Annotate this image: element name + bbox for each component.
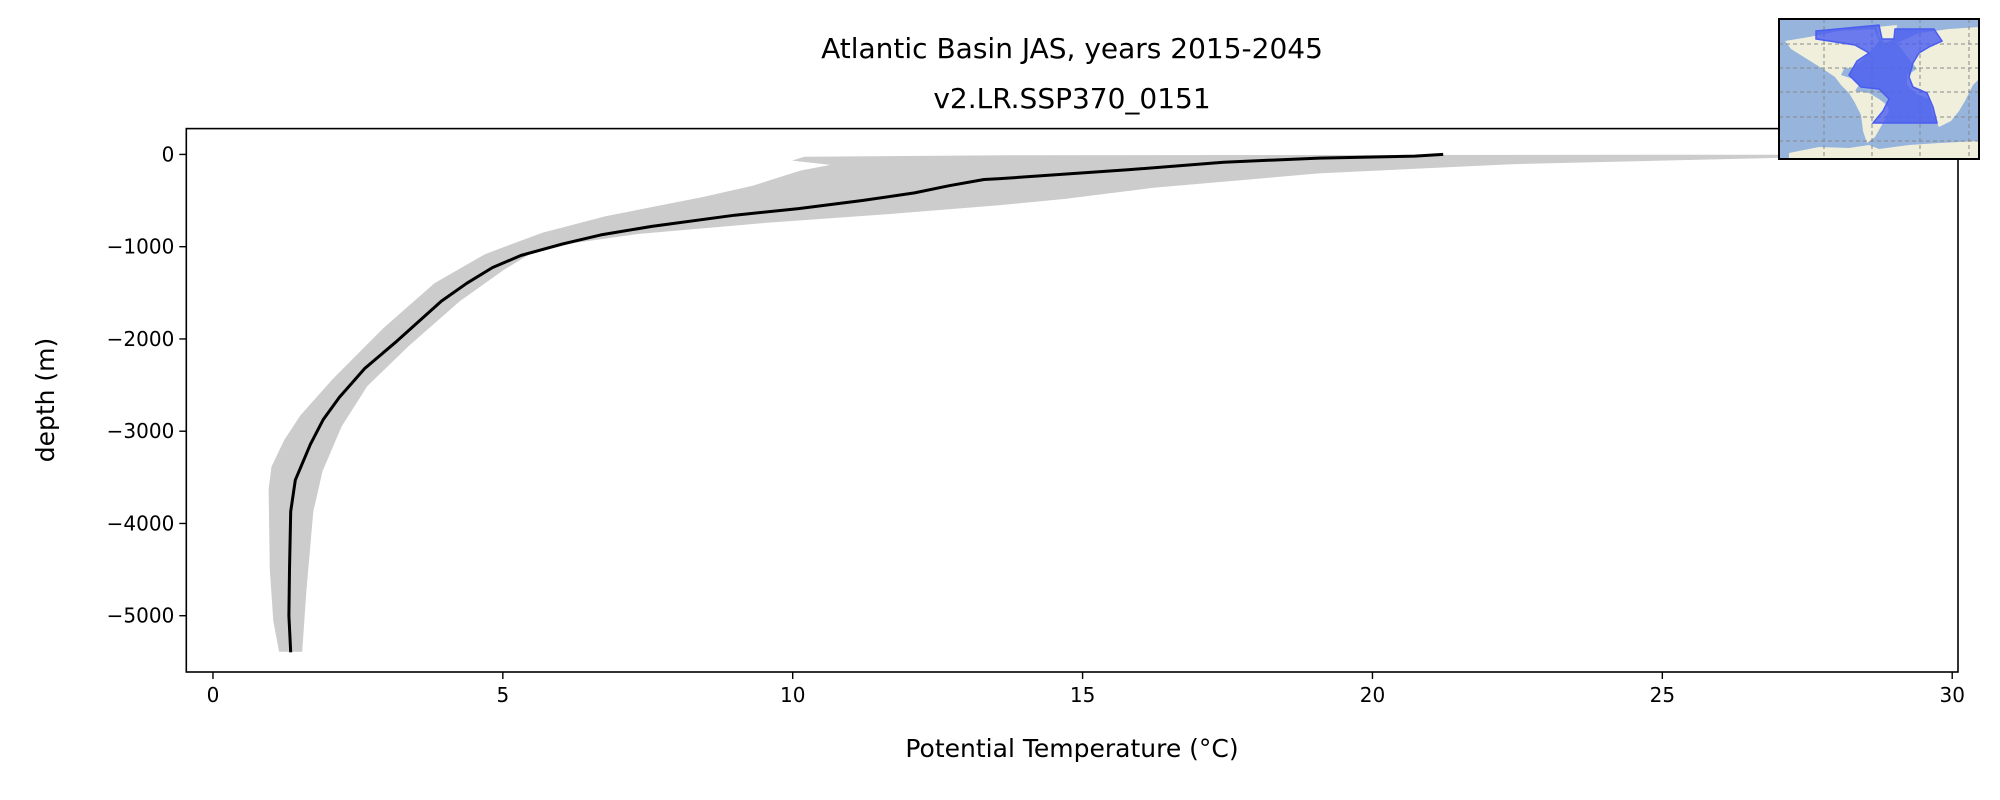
- x-axis-label: Potential Temperature (°C): [905, 734, 1238, 763]
- chart-title-line-2: v2.LR.SSP370_0151: [933, 82, 1210, 115]
- plot-area: [268, 152, 1956, 653]
- x-axis: 0 5 10 15 20 25 30: [207, 672, 1965, 707]
- y-tick-label: −4000: [107, 511, 175, 535]
- x-tick-label: 20: [1360, 683, 1385, 707]
- x-tick-label: 30: [1939, 683, 1964, 707]
- y-tick-label: −3000: [107, 419, 175, 443]
- x-tick-label: 10: [780, 683, 805, 707]
- x-tick-label: 5: [496, 683, 509, 707]
- spread-band: [268, 154, 1956, 652]
- x-tick-label: 0: [207, 683, 220, 707]
- mean-profile-line: [287, 152, 1444, 653]
- x-tick-label: 15: [1070, 683, 1095, 707]
- y-axis-label: depth (m): [31, 338, 60, 463]
- chart-title-line-1: Atlantic Basin JAS, years 2015-2045: [821, 32, 1323, 65]
- axes-frame: [185, 127, 1959, 673]
- inset-map: [1778, 18, 1980, 160]
- y-tick-label: −2000: [107, 327, 175, 351]
- y-tick-label: −5000: [107, 604, 175, 628]
- map-frame: [1778, 18, 1980, 160]
- y-tick-label: 0: [162, 142, 175, 166]
- y-tick-label: −1000: [107, 235, 175, 259]
- x-tick-label: 25: [1650, 683, 1675, 707]
- atlantic-basin-region: [1815, 24, 1944, 124]
- y-axis: 0 −1000 −2000 −3000 −4000 −5000: [107, 142, 187, 628]
- land-antarctica: [1789, 141, 1979, 159]
